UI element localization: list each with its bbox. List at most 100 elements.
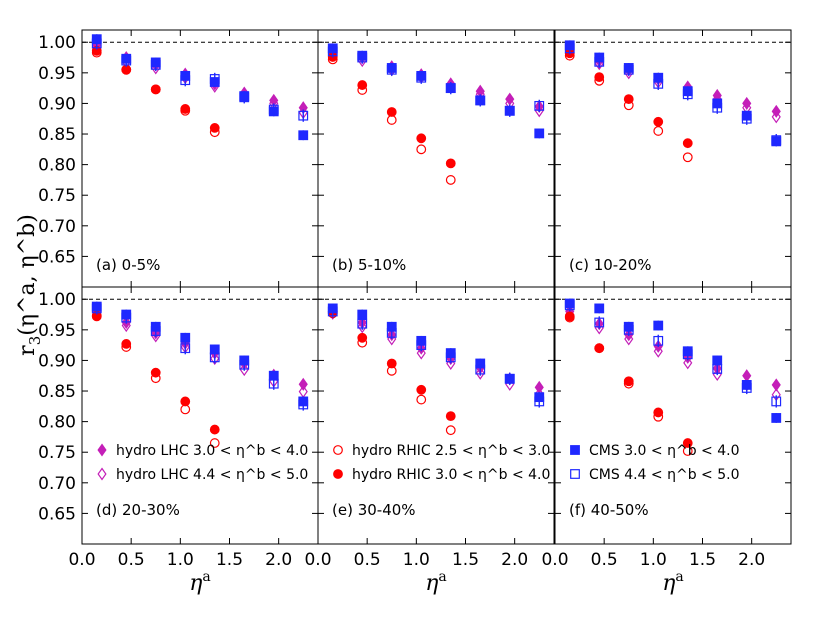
legend-label: hydro LHC 3.0 < η^b < 4.0 — [116, 443, 308, 459]
data-point — [594, 56, 605, 67]
panel-label: (e) 30-40% — [332, 501, 416, 519]
x-tick-label: 0.0 — [541, 550, 568, 570]
data-point — [594, 321, 604, 335]
data-point — [594, 303, 605, 314]
y-tick-label: 0.90 — [38, 94, 76, 114]
data-point — [742, 96, 752, 110]
legend-entry: hydro RHIC 2.5 < η^b < 3.0 — [333, 443, 550, 459]
legend-label: CMS 3.0 < η^b < 4.0 — [589, 443, 739, 459]
data-point — [416, 144, 427, 155]
data-point — [357, 52, 368, 63]
series-cms-3-0-b-4-0 — [564, 298, 782, 423]
data-point — [180, 75, 191, 86]
data-point — [209, 424, 220, 435]
data-point — [594, 72, 605, 83]
legend-marker — [570, 445, 580, 455]
y-tick-label: 0.70 — [38, 217, 76, 237]
data-point — [771, 135, 782, 146]
data-point — [771, 396, 782, 407]
panel-frame — [317, 29, 555, 288]
series-cms-4-4-b-5-0 — [564, 299, 782, 408]
data-point — [180, 404, 191, 415]
series-cms-4-4-b-5-0 — [327, 45, 545, 117]
legend-label: CMS 4.4 < η^b < 5.0 — [589, 467, 739, 483]
data-point — [475, 95, 486, 106]
data-point — [771, 378, 781, 392]
data-point — [180, 104, 191, 114]
panel-frame — [81, 29, 319, 288]
data-point — [121, 55, 132, 66]
data-point — [683, 356, 693, 370]
data-point — [268, 378, 279, 389]
x-tick-label: 2.0 — [501, 550, 528, 570]
data-point — [416, 346, 426, 360]
data-point — [682, 438, 693, 448]
data-point — [445, 425, 456, 436]
data-point — [623, 94, 634, 105]
y-tick-label: 0.80 — [38, 413, 76, 433]
data-point — [150, 59, 161, 70]
data-point — [386, 64, 397, 75]
data-point — [682, 138, 693, 149]
x-tick-label: 1.5 — [216, 550, 243, 570]
x-tick-label: 1.5 — [689, 550, 716, 570]
data-point — [298, 130, 309, 141]
x-tick-label: 0.0 — [304, 550, 331, 570]
data-point — [682, 349, 693, 360]
x-tick-label: 1.0 — [640, 550, 667, 570]
data-point — [298, 377, 308, 391]
series-hydro-rhic-3-0-b-4-0 — [564, 311, 693, 448]
data-point — [239, 92, 250, 103]
data-point — [121, 64, 132, 75]
data-point — [121, 319, 131, 333]
data-point — [357, 309, 368, 320]
data-point — [741, 113, 752, 124]
data-point — [91, 38, 102, 49]
series-cms-4-4-b-5-0 — [91, 37, 309, 122]
data-point — [327, 306, 338, 317]
data-point — [416, 340, 427, 351]
data-point — [239, 363, 249, 377]
series-cms-3-0-b-4-0 — [327, 43, 545, 139]
panel-e: 0.0 0.5 1.0 1.5 2.0 (e) 30-40% — [304, 286, 555, 570]
legend-marker — [333, 469, 343, 479]
data-point — [209, 74, 220, 84]
data-point — [416, 384, 427, 395]
x-tick-label: 2.0 — [738, 550, 765, 570]
data-point — [712, 364, 723, 374]
x-tick-label: 0.5 — [118, 550, 145, 570]
x-tick-label: 0.5 — [354, 550, 381, 570]
legend-entry: CMS 4.4 < η^b < 5.0 — [570, 467, 739, 483]
data-point — [564, 43, 575, 54]
data-point — [712, 367, 722, 382]
data-point — [327, 46, 338, 57]
data-point — [505, 92, 515, 106]
data-point — [504, 105, 515, 116]
data-point — [623, 376, 634, 387]
data-point — [564, 311, 575, 322]
legend-marker — [97, 443, 107, 457]
x-axis-title: ηa — [189, 569, 211, 596]
data-point — [445, 175, 456, 185]
legend-entry: CMS 3.0 < η^b < 4.0 — [570, 443, 739, 459]
panel-label: (b) 5-10% — [332, 256, 406, 274]
series-cms-3-0-b-4-0 — [91, 301, 309, 407]
y-tick-label: 0.90 — [38, 351, 76, 371]
data-point — [445, 352, 456, 363]
legend-marker — [570, 469, 580, 479]
data-point — [653, 407, 664, 418]
data-point — [150, 84, 161, 95]
y-tick-label: 1.00 — [38, 290, 76, 310]
y-tick-label: 0.95 — [38, 321, 76, 341]
panel-c: (c) 10-20% — [554, 29, 792, 288]
data-point — [180, 343, 191, 354]
data-point — [504, 373, 515, 384]
data-point — [357, 318, 368, 329]
x-axis-title: ηa — [425, 569, 447, 596]
series-cms-4-4-b-5-0 — [564, 42, 782, 147]
data-point — [357, 80, 368, 90]
data-point — [712, 102, 723, 113]
series-hydro-lhc-3-0-b-4-0 — [92, 38, 308, 115]
data-point — [594, 317, 605, 328]
x-tick-label: 1.5 — [452, 550, 479, 570]
